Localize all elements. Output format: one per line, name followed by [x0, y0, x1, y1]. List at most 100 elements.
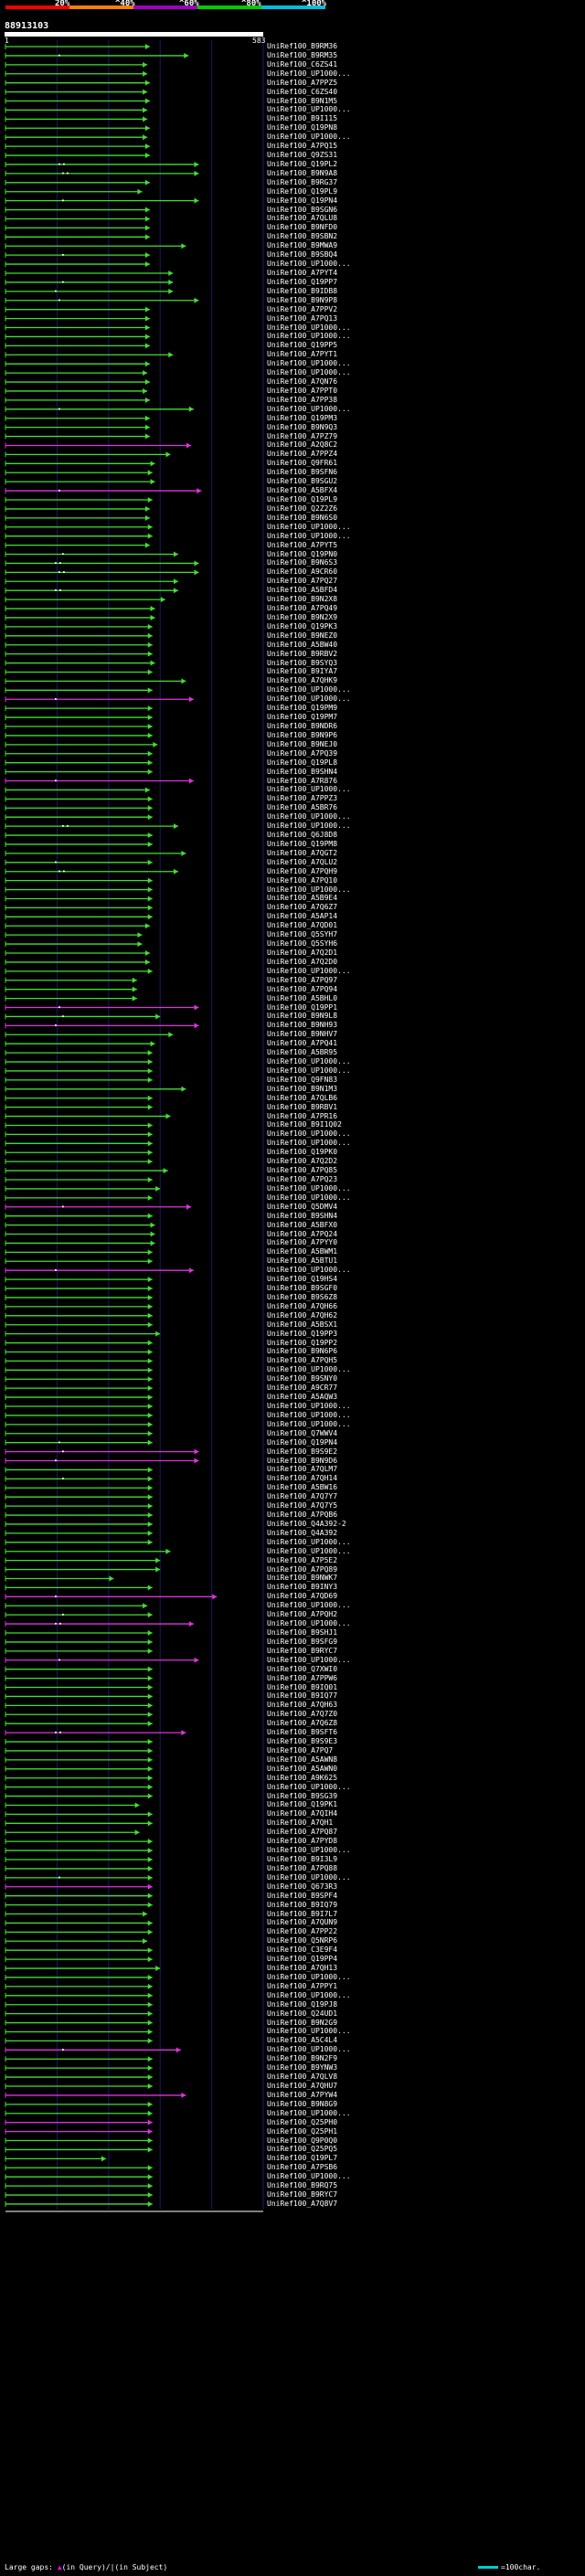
hit-accession[interactable]: UniRef100_UP1000... — [267, 1057, 351, 1066]
hit-accession[interactable]: UniRef100_Q19PN8 — [267, 123, 338, 133]
hit-accession[interactable]: UniRef100_Q9P0Q0 — [267, 2136, 338, 2145]
hit-accession[interactable]: UniRef100_A7Q2D2 — [267, 1157, 338, 1166]
hit-accession[interactable]: UniRef100_B9N2X8 — [267, 595, 338, 604]
hit-accession[interactable]: UniRef100_A7PQ10 — [267, 875, 338, 885]
hit-accession[interactable]: UniRef100_A5AQW3 — [267, 1393, 338, 1402]
hit-accession[interactable]: UniRef100_B9N9L8 — [267, 1012, 338, 1021]
hit-accession[interactable]: UniRef100_A7PQH5 — [267, 1356, 338, 1365]
hit-accession[interactable]: UniRef100_B9RM36 — [267, 42, 338, 50]
hit-accession[interactable]: UniRef100_B9NH93 — [267, 1021, 338, 1030]
hit-accession[interactable]: UniRef100_UP1000... — [267, 260, 351, 269]
hit-accession[interactable]: UniRef100_UP1000... — [267, 1129, 351, 1139]
hit-accession[interactable]: UniRef100_A7QLU8 — [267, 214, 338, 223]
hit-accession[interactable]: UniRef100_UP1000... — [267, 694, 351, 704]
hit-accession[interactable]: UniRef100_A9K625 — [267, 1773, 338, 1782]
hit-accession[interactable]: UniRef100_A7PQ88 — [267, 1863, 338, 1872]
hit-accession[interactable]: UniRef100_UP1000... — [267, 885, 351, 894]
hit-accession[interactable]: UniRef100_UP1000... — [267, 2172, 351, 2181]
hit-accession[interactable]: UniRef100_A5AP14 — [267, 912, 338, 921]
hit-accession[interactable]: UniRef100_B9N2F9 — [267, 2054, 338, 2063]
hit-accession[interactable]: UniRef100_UP1000... — [267, 1990, 351, 1999]
hit-accession[interactable]: UniRef100_A5BW16 — [267, 1483, 338, 1492]
hit-accession[interactable]: UniRef100_Q673R3 — [267, 1882, 338, 1891]
hit-accession[interactable]: UniRef100_B9N6S0 — [267, 513, 338, 522]
hit-accession[interactable]: UniRef100_A7QH63 — [267, 1701, 338, 1710]
hit-accession[interactable]: UniRef100_Q5SYH7 — [267, 930, 338, 939]
hit-accession[interactable]: UniRef100_UP1000... — [267, 1183, 351, 1193]
hit-accession[interactable]: UniRef100_UP1000... — [267, 1419, 351, 1428]
hit-accession[interactable]: UniRef100_B9N9D6 — [267, 1456, 338, 1465]
hit-accession[interactable]: UniRef100_A7PQ94 — [267, 984, 338, 993]
hit-accession[interactable]: UniRef100_A7PZ79 — [267, 431, 338, 440]
hit-accession[interactable]: UniRef100_B9SBQ4 — [267, 250, 338, 260]
hit-accession[interactable]: UniRef100_C6ZS40 — [267, 87, 338, 96]
hit-accession[interactable]: UniRef100_UP1000... — [267, 1193, 351, 1202]
hit-accession[interactable]: UniRef100_B9I1Q02 — [267, 1120, 342, 1129]
hit-accession[interactable]: UniRef100_Q19PP5 — [267, 341, 338, 350]
hit-accession[interactable]: UniRef100_A7Q6Z7 — [267, 903, 338, 912]
hit-accession[interactable]: UniRef100_A7PSB6 — [267, 2163, 338, 2172]
hit-accession[interactable]: UniRef100_UP1000... — [267, 1402, 351, 1410]
hit-accession[interactable]: UniRef100_A2Q8C2 — [267, 440, 338, 450]
hit-accession[interactable]: UniRef100_UP1000... — [267, 785, 351, 794]
hit-accession[interactable]: UniRef100_B9NFD0 — [267, 223, 338, 232]
hit-accession[interactable]: UniRef100_UP1000... — [267, 531, 351, 540]
hit-accession[interactable]: UniRef100_A7QHU7 — [267, 2082, 338, 2090]
hit-accession[interactable]: UniRef100_B9N9P8 — [267, 295, 338, 304]
hit-accession[interactable]: UniRef100_A5BW40 — [267, 640, 338, 649]
hit-accession[interactable]: UniRef100_A7QH13 — [267, 1964, 338, 1973]
hit-accession[interactable]: UniRef100_B9N2G9 — [267, 2018, 338, 2027]
hit-accession[interactable]: UniRef100_Q19PM7 — [267, 713, 338, 722]
hit-accession[interactable]: UniRef100_A5C4L4 — [267, 2036, 338, 2045]
hit-accession[interactable]: UniRef100_Q19PM3 — [267, 413, 338, 422]
hit-accession[interactable]: UniRef100_Q7XWI0 — [267, 1664, 338, 1673]
hit-accession[interactable]: UniRef100_A7PQ89 — [267, 1564, 338, 1574]
hit-accession[interactable]: UniRef100_Q19PL9 — [267, 495, 338, 504]
hit-accession[interactable]: UniRef100_A7PYT5 — [267, 540, 338, 549]
hit-accession[interactable]: UniRef100_UP1000... — [267, 332, 351, 341]
hit-accession[interactable]: UniRef100_UP1000... — [267, 1266, 351, 1275]
hit-accession[interactable]: UniRef100_A7PPT0 — [267, 386, 338, 395]
hit-accession[interactable]: UniRef100_UP1000... — [267, 359, 351, 368]
hit-accession[interactable]: UniRef100_Q2Z2Z6 — [267, 504, 338, 513]
hit-accession[interactable]: UniRef100_A7PQB6 — [267, 1511, 338, 1520]
hit-accession[interactable]: UniRef100_B9SG39 — [267, 1791, 338, 1800]
hit-accession[interactable]: UniRef100_B9IQ77 — [267, 1691, 338, 1701]
hit-accession[interactable]: UniRef100_UP1000... — [267, 323, 351, 332]
hit-accession[interactable]: UniRef100_UP1000... — [267, 1410, 351, 1419]
hit-accession[interactable]: UniRef100_B9N9Q3 — [267, 422, 338, 431]
hit-accession[interactable]: UniRef100_A5BFX0 — [267, 1220, 338, 1229]
hit-accession[interactable]: UniRef100_B9RYC7 — [267, 2190, 338, 2200]
hit-accession[interactable]: UniRef100_B9SHN4 — [267, 1211, 338, 1220]
hit-accession[interactable]: UniRef100_A7PPZ4 — [267, 450, 338, 459]
hit-accession[interactable]: UniRef100_A7PYT1 — [267, 350, 338, 359]
hit-accession[interactable]: UniRef100_A7Q7Z0 — [267, 1710, 338, 1719]
hit-accession[interactable]: UniRef100_B9N1M3 — [267, 1084, 338, 1093]
hit-accession[interactable]: UniRef100_A5BTU1 — [267, 1256, 338, 1266]
hit-accession[interactable]: UniRef100_A7PQ87 — [267, 1828, 338, 1837]
hit-accession[interactable]: UniRef100_B9RBV2 — [267, 649, 338, 658]
hit-accession[interactable]: UniRef100_Q19PN0 — [267, 549, 338, 558]
hit-accession[interactable]: UniRef100_Q19PK0 — [267, 1148, 338, 1157]
hit-accession[interactable]: UniRef100_Q19PN4 — [267, 196, 338, 205]
hit-accession[interactable]: UniRef100_A7PP38 — [267, 395, 338, 404]
hit-accession[interactable]: UniRef100_A5BR76 — [267, 803, 338, 812]
hit-accession[interactable]: UniRef100_UP1000... — [267, 966, 351, 975]
hit-accession[interactable]: UniRef100_Q19PM9 — [267, 704, 338, 713]
hit-accession[interactable]: UniRef100_UP1000... — [267, 1139, 351, 1148]
hit-accession[interactable]: UniRef100_Q19PP3 — [267, 1329, 338, 1338]
hit-accession[interactable]: UniRef100_UP1000... — [267, 522, 351, 531]
hit-accession[interactable]: UniRef100_Q25PH0 — [267, 2117, 338, 2126]
hit-accession[interactable]: UniRef100_B9S6Z8 — [267, 1292, 338, 1301]
hit-accession[interactable]: UniRef100_UP1000... — [267, 69, 351, 78]
hit-accession[interactable]: UniRef100_A7PQ15 — [267, 142, 338, 151]
hit-accession[interactable]: UniRef100_Q19PP4 — [267, 1955, 338, 1964]
hit-accession[interactable]: UniRef100_A7PP22 — [267, 1927, 338, 1936]
hit-accession[interactable]: UniRef100_B9N2X9 — [267, 612, 338, 621]
hit-accession[interactable]: UniRef100_Q9ZS31 — [267, 151, 338, 160]
hit-accession[interactable]: UniRef100_UP1000... — [267, 1782, 351, 1791]
hit-accession[interactable]: UniRef100_B9RQ75 — [267, 2181, 338, 2190]
hit-accession[interactable]: UniRef100_A7PPV2 — [267, 304, 338, 313]
hit-accession[interactable]: UniRef100_A9CR77 — [267, 1383, 338, 1393]
hit-accession[interactable]: UniRef100_A5BFD4 — [267, 586, 338, 595]
